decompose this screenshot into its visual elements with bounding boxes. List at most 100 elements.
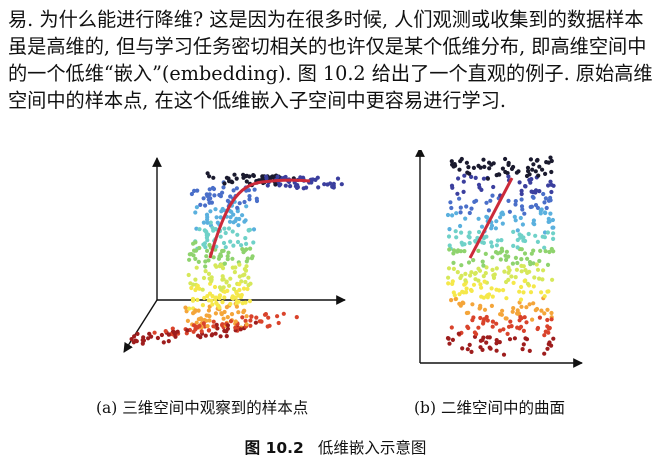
sample-point — [228, 276, 233, 281]
sample-point — [247, 174, 252, 179]
sample-point — [522, 315, 527, 320]
sample-point — [549, 189, 554, 195]
sample-point — [531, 301, 536, 306]
sample-point — [201, 275, 207, 281]
sample-point — [524, 337, 530, 342]
sample-point — [166, 332, 171, 337]
sample-point — [140, 341, 145, 346]
sample-point — [207, 276, 212, 281]
sample-point — [220, 248, 225, 254]
sample-point — [236, 299, 241, 304]
sample-point — [242, 199, 247, 205]
sample-point — [187, 257, 192, 262]
sample-point — [460, 289, 465, 294]
sample-point — [335, 176, 341, 181]
sample-point — [464, 204, 469, 209]
sample-point — [193, 277, 198, 282]
sample-point — [230, 229, 235, 234]
sample-point — [518, 297, 524, 302]
sample-point — [515, 228, 520, 233]
sample-point — [237, 201, 242, 206]
sample-point — [457, 196, 462, 201]
sample-point — [257, 319, 262, 324]
sample-point — [535, 267, 541, 272]
sample-point — [464, 290, 469, 295]
sample-point — [537, 276, 542, 281]
sample-point — [476, 266, 481, 271]
sample-point — [226, 250, 231, 255]
sample-point — [506, 198, 511, 203]
sample-point — [233, 295, 238, 300]
sample-point — [206, 313, 211, 318]
sample-point — [217, 305, 222, 310]
sample-point — [260, 176, 265, 181]
sample-point — [535, 325, 541, 331]
sample-point — [197, 245, 202, 251]
sample-point — [547, 249, 552, 255]
figure-caption: 图 10.2 低维嵌入示意图 — [0, 436, 671, 458]
sample-point — [467, 342, 472, 347]
sample-point — [457, 292, 462, 297]
sample-point — [310, 177, 315, 182]
sample-point — [225, 323, 230, 328]
sample-point — [214, 264, 219, 269]
sample-point — [227, 283, 232, 288]
sample-point — [231, 286, 237, 292]
sample-point — [494, 338, 499, 343]
sample-point — [458, 210, 463, 215]
sample-point — [482, 164, 487, 169]
sample-point — [235, 205, 240, 210]
sample-point — [456, 248, 461, 253]
sample-point — [522, 211, 527, 216]
sample-point — [518, 215, 523, 221]
sample-point — [183, 305, 188, 310]
sample-point — [456, 176, 461, 181]
sample-point — [244, 241, 249, 246]
sample-point — [217, 293, 223, 298]
sample-point — [497, 340, 502, 345]
sample-point — [248, 281, 253, 286]
sample-point — [507, 337, 513, 342]
sample-point — [471, 165, 476, 170]
sample-point — [465, 170, 470, 175]
sample-point — [550, 225, 555, 230]
sample-point — [203, 264, 208, 269]
figure-title: 低维嵌入示意图 — [317, 439, 427, 457]
sample-point — [190, 298, 196, 303]
sample-point — [225, 315, 230, 320]
sample-point — [497, 328, 503, 333]
sample-point — [545, 346, 550, 351]
sample-point — [531, 162, 536, 167]
sample-point — [467, 210, 472, 216]
sample-point — [491, 184, 496, 190]
sample-point — [211, 175, 216, 180]
sample-point — [204, 254, 209, 259]
sample-point — [531, 221, 536, 226]
sample-point — [504, 249, 509, 254]
sample-point — [206, 308, 211, 313]
sample-point — [243, 318, 248, 323]
sample-point — [163, 329, 168, 334]
sample-point — [528, 290, 534, 295]
sample-point — [230, 180, 235, 185]
sample-point — [529, 177, 534, 182]
sample-point — [206, 298, 211, 303]
sample-point — [195, 283, 200, 288]
sample-point — [516, 311, 521, 316]
sample-point — [499, 246, 504, 251]
sample-point — [537, 189, 542, 194]
sample-point — [509, 166, 515, 171]
sample-point — [494, 321, 499, 326]
sample-point — [220, 206, 225, 212]
sample-point — [461, 189, 466, 194]
sample-point — [454, 211, 459, 216]
sample-point — [227, 219, 233, 224]
sample-point — [545, 230, 551, 235]
sample-point — [501, 288, 506, 293]
sample-point — [548, 198, 553, 203]
sample-point — [510, 309, 515, 314]
sample-point — [458, 205, 463, 210]
sample-point — [519, 204, 525, 209]
sample-point — [490, 255, 495, 260]
sample-point — [449, 325, 454, 330]
